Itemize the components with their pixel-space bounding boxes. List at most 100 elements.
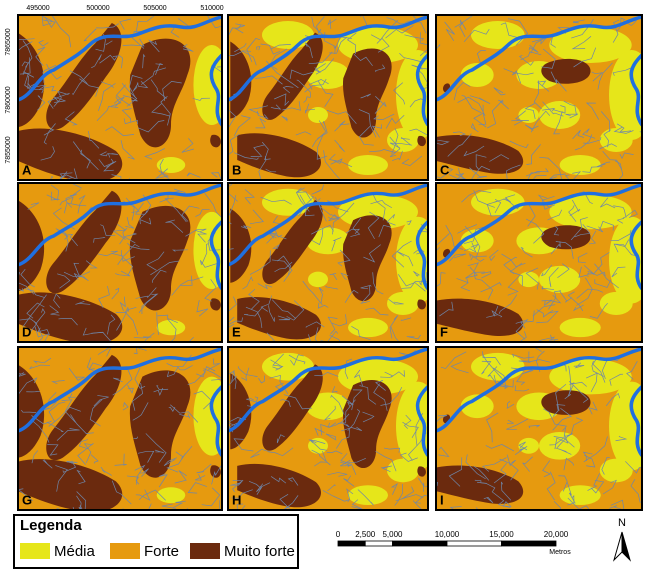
scale-label: 15,000 <box>489 530 514 539</box>
stream <box>187 482 207 494</box>
stream <box>100 466 112 476</box>
stream <box>498 294 518 314</box>
stream <box>346 32 357 55</box>
stream <box>120 140 135 160</box>
stream <box>70 414 94 435</box>
legend-label: Forte <box>144 543 179 560</box>
stream <box>133 347 147 355</box>
stream <box>578 266 589 278</box>
stream <box>391 240 412 268</box>
stream <box>265 60 299 89</box>
panel-border <box>227 346 429 511</box>
stream <box>125 197 140 213</box>
stream <box>168 406 176 413</box>
stream <box>518 441 528 451</box>
stream <box>371 124 382 138</box>
zone-media <box>306 227 350 255</box>
stream <box>503 256 518 275</box>
stream <box>231 489 253 499</box>
stream <box>418 477 425 492</box>
stream <box>122 401 129 411</box>
stream <box>105 126 135 137</box>
stream <box>43 128 55 136</box>
stream <box>73 262 89 281</box>
zone-muito-forte <box>436 298 524 337</box>
stream <box>616 17 626 33</box>
river <box>18 183 222 267</box>
stream <box>559 290 573 303</box>
stream <box>27 75 37 89</box>
stream <box>391 150 403 161</box>
stream <box>555 447 572 455</box>
stream <box>311 228 324 246</box>
stream <box>582 128 596 139</box>
zone-media <box>348 155 388 175</box>
stream <box>493 462 508 484</box>
stream <box>43 123 56 145</box>
map-panel <box>436 15 642 180</box>
stream <box>536 309 554 318</box>
stream <box>571 19 594 39</box>
stream <box>380 465 392 472</box>
stream <box>548 290 562 310</box>
river <box>436 15 642 102</box>
zone-muito-forte <box>210 134 221 148</box>
stream <box>480 282 502 293</box>
stream <box>18 372 26 378</box>
stream <box>494 198 502 214</box>
stream <box>469 253 485 262</box>
stream <box>124 311 139 335</box>
stream <box>175 445 193 459</box>
stream <box>415 413 424 447</box>
stream <box>493 87 506 96</box>
stream <box>369 149 396 153</box>
stream <box>244 189 255 205</box>
stream <box>327 214 341 220</box>
stream <box>204 279 217 302</box>
stream <box>359 125 374 146</box>
stream <box>329 36 347 54</box>
stream <box>402 421 419 438</box>
panel-border <box>17 14 223 181</box>
legend-swatch <box>110 543 140 559</box>
stream <box>328 153 353 168</box>
stream <box>41 15 53 27</box>
legend-swatch <box>20 543 50 559</box>
stream <box>399 452 418 462</box>
stream <box>233 370 237 390</box>
stream <box>589 302 608 319</box>
map-content <box>18 183 222 342</box>
stream <box>412 500 423 510</box>
stream <box>241 367 250 382</box>
stream <box>530 110 551 133</box>
stream <box>258 375 265 384</box>
stream <box>279 493 292 510</box>
stream <box>137 450 155 463</box>
stream <box>20 409 37 413</box>
stream <box>331 314 347 327</box>
stream <box>119 233 137 245</box>
stream <box>457 224 478 234</box>
stream <box>400 317 412 321</box>
stream <box>51 15 72 48</box>
stream <box>98 83 116 112</box>
map-panel <box>436 347 642 510</box>
stream <box>555 241 574 259</box>
stream <box>89 399 103 427</box>
scale-label: 10,000 <box>435 530 460 539</box>
stream <box>260 196 292 205</box>
stream <box>532 304 556 317</box>
stream <box>121 82 138 107</box>
stream <box>228 316 235 324</box>
stream <box>509 262 523 287</box>
stream <box>550 71 567 92</box>
stream <box>331 237 342 252</box>
stream <box>275 382 284 392</box>
stream <box>159 158 171 180</box>
stream <box>151 103 171 117</box>
zone-muito-forte <box>129 370 191 478</box>
stream <box>536 80 550 92</box>
stream <box>107 153 118 158</box>
stream <box>228 376 237 387</box>
stream <box>299 194 315 217</box>
